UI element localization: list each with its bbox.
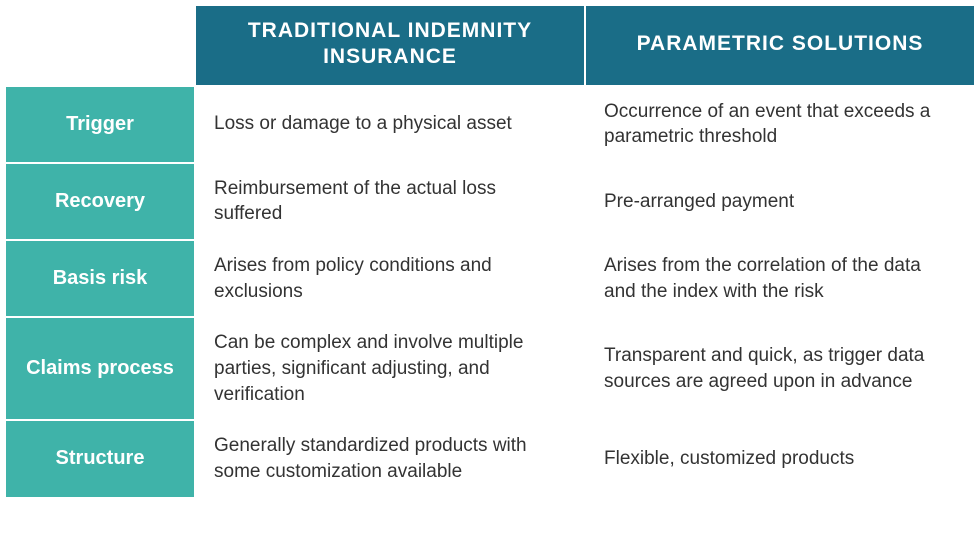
row-label-claims-process: Claims process (5, 317, 195, 420)
table-row: Structure Generally standardized product… (5, 420, 975, 497)
cell-trigger-traditional: Loss or damage to a physical asset (195, 86, 585, 163)
cell-trigger-parametric: Occurrence of an event that exceeds a pa… (585, 86, 975, 163)
cell-structure-traditional: Generally standardized products with som… (195, 420, 585, 497)
table-row: Recovery Reimbursement of the actual los… (5, 163, 975, 240)
cell-recovery-traditional: Reimbursement of the actual loss suffere… (195, 163, 585, 240)
col-header-parametric: PARAMETRIC SOLUTIONS (585, 5, 975, 86)
cell-recovery-parametric: Pre-arranged payment (585, 163, 975, 240)
cell-claims-process-traditional: Can be complex and involve multiple part… (195, 317, 585, 420)
cell-structure-parametric: Flexible, customized products (585, 420, 975, 497)
row-label-structure: Structure (5, 420, 195, 497)
row-label-basis-risk: Basis risk (5, 240, 195, 317)
header-row: TRADITIONAL INDEMNITY INSURANCE PARAMETR… (5, 5, 975, 86)
cell-claims-process-parametric: Transparent and quick, as trigger data s… (585, 317, 975, 420)
table-row: Trigger Loss or damage to a physical ass… (5, 86, 975, 163)
row-label-recovery: Recovery (5, 163, 195, 240)
table-row: Basis risk Arises from policy conditions… (5, 240, 975, 317)
header-blank (5, 5, 195, 86)
cell-basis-risk-parametric: Arises from the correlation of the data … (585, 240, 975, 317)
row-label-trigger: Trigger (5, 86, 195, 163)
cell-basis-risk-traditional: Arises from policy conditions and exclus… (195, 240, 585, 317)
comparison-table: TRADITIONAL INDEMNITY INSURANCE PARAMETR… (4, 4, 976, 499)
table-row: Claims process Can be complex and involv… (5, 317, 975, 420)
col-header-traditional: TRADITIONAL INDEMNITY INSURANCE (195, 5, 585, 86)
